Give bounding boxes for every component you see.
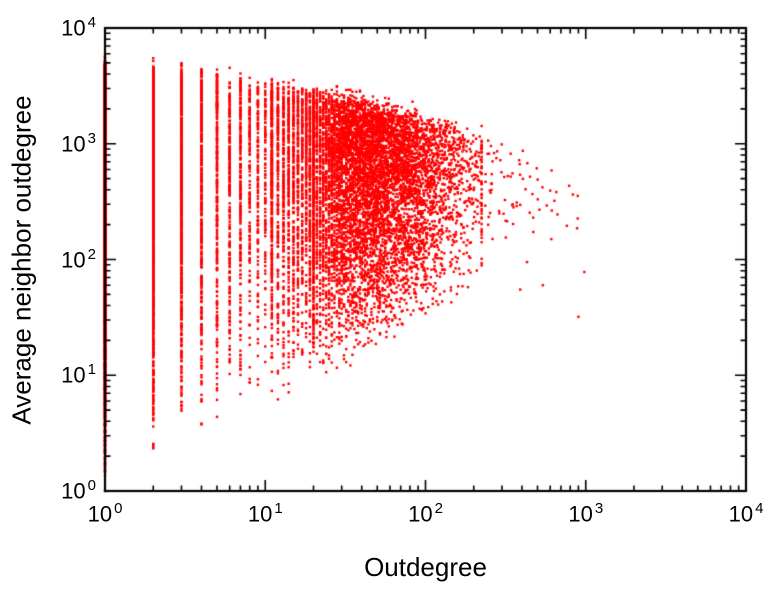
x-tick-label: 10 0 [87, 500, 123, 527]
x-axis-label: Outdegree [364, 552, 487, 582]
x-tick-label: 10 1 [247, 500, 283, 527]
x-tick-label: 10 4 [728, 500, 764, 527]
y-tick-label: 10 4 [61, 14, 96, 41]
y-tick-label: 10 2 [61, 245, 96, 272]
y-tick-label: 10 3 [61, 129, 96, 157]
x-tick-label: 10 3 [568, 500, 604, 527]
y-tick-label: 10 1 [61, 361, 96, 388]
x-tick-label: 10 2 [408, 500, 443, 527]
y-tick-label: 10 0 [61, 477, 96, 504]
